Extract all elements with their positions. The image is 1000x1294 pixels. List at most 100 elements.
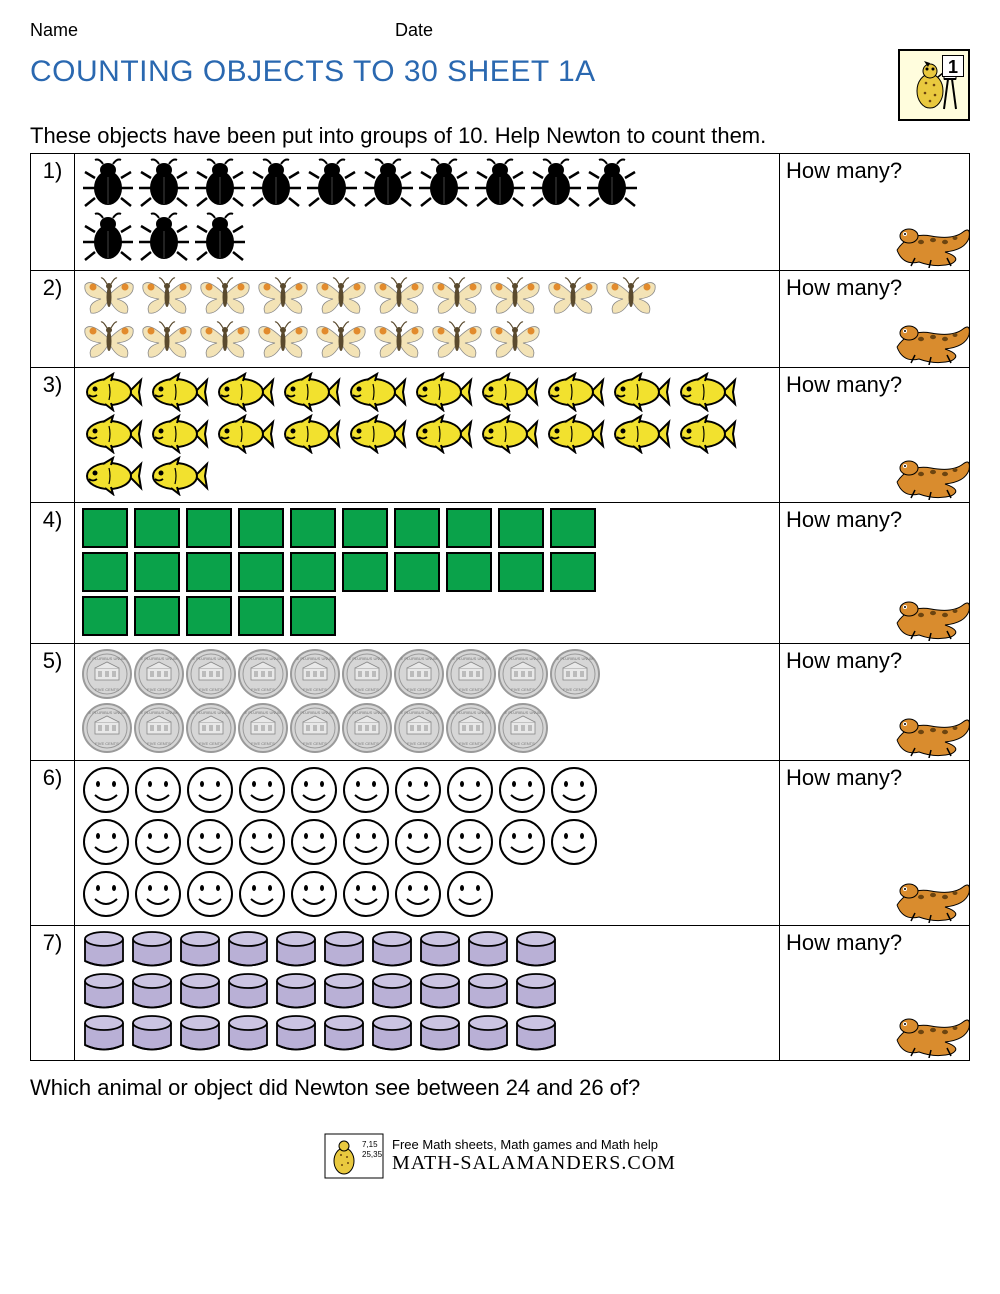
cylinder-icon — [513, 972, 559, 1012]
fish-icon — [609, 414, 671, 454]
objects-cell — [75, 368, 780, 503]
square-icon — [133, 507, 181, 549]
how-many-label: How many? — [786, 648, 963, 674]
beetle-icon — [193, 158, 247, 210]
cylinder-icon — [417, 930, 463, 970]
coin-icon: E PLURIBUS UNUM FIVE CENTS — [341, 648, 393, 700]
cylinder-icon — [273, 972, 319, 1012]
coin-icon: E PLURIBUS UNUM FIVE CENTS — [81, 702, 133, 754]
smiley-icon — [393, 869, 443, 919]
answer-cell[interactable]: How many? — [780, 154, 970, 271]
question-number: 6) — [31, 761, 75, 926]
answer-cell[interactable]: How many? — [780, 503, 970, 644]
question-row: 5) E PLURIBUS UNUM FIVE CENTS E PLURIBUS… — [31, 644, 970, 761]
cylinder-icon — [225, 972, 271, 1012]
fish-icon — [543, 414, 605, 454]
fish-icon — [543, 372, 605, 412]
cylinder-icon — [513, 1014, 559, 1054]
square-icon — [133, 551, 181, 593]
beetle-icon — [417, 158, 471, 210]
answer-cell[interactable]: How many? — [780, 644, 970, 761]
mascot-icon — [891, 710, 973, 758]
coin-icon: E PLURIBUS UNUM FIVE CENTS — [185, 702, 237, 754]
beetle-icon — [193, 212, 247, 264]
question-number: 1) — [31, 154, 75, 271]
coin-icon: E PLURIBUS UNUM FIVE CENTS — [133, 648, 185, 700]
question-number: 4) — [31, 503, 75, 644]
square-icon — [341, 551, 389, 593]
smiley-icon — [497, 817, 547, 867]
fish-icon — [411, 414, 473, 454]
date-label: Date — [395, 20, 970, 41]
objects-cell: E PLURIBUS UNUM FIVE CENTS E PLURIBUS UN… — [75, 644, 780, 761]
svg-text:FIVE CENTS: FIVE CENTS — [303, 687, 327, 692]
svg-text:E PLURIBUS UNUM: E PLURIBUS UNUM — [297, 710, 334, 715]
coin-icon: E PLURIBUS UNUM FIVE CENTS — [341, 702, 393, 754]
smiley-icon — [81, 817, 131, 867]
cylinder-icon — [369, 1014, 415, 1054]
fish-icon — [279, 372, 341, 412]
cylinder-icon — [417, 972, 463, 1012]
fish-icon — [147, 372, 209, 412]
mascot-icon — [891, 593, 973, 641]
question-row: 7) — [31, 926, 970, 1061]
fish-icon — [609, 372, 671, 412]
smiley-icon — [497, 765, 547, 815]
svg-text:E PLURIBUS UNUM: E PLURIBUS UNUM — [245, 656, 282, 661]
butterfly-icon — [429, 319, 485, 361]
question-row: 1) — [31, 154, 970, 271]
mascot-icon — [891, 220, 973, 268]
svg-text:FIVE CENTS: FIVE CENTS — [511, 687, 535, 692]
answer-cell[interactable]: How many? — [780, 926, 970, 1061]
smiley-icon — [341, 869, 391, 919]
beetle-icon — [249, 158, 303, 210]
smiley-icon — [289, 817, 339, 867]
question-number: 3) — [31, 368, 75, 503]
how-many-label: How many? — [786, 930, 963, 956]
questions-table: 1) — [30, 153, 970, 1061]
beetle-icon — [361, 158, 415, 210]
butterfly-icon — [313, 319, 369, 361]
coin-icon: E PLURIBUS UNUM FIVE CENTS — [393, 702, 445, 754]
square-icon — [289, 507, 337, 549]
svg-text:FIVE CENTS: FIVE CENTS — [355, 687, 379, 692]
how-many-label: How many? — [786, 765, 963, 791]
square-icon — [393, 551, 441, 593]
cylinder-icon — [321, 1014, 367, 1054]
svg-text:FIVE CENTS: FIVE CENTS — [251, 741, 275, 746]
fish-icon — [147, 414, 209, 454]
svg-text:FIVE CENTS: FIVE CENTS — [407, 687, 431, 692]
answer-cell[interactable]: How many? — [780, 368, 970, 503]
smiley-icon — [289, 765, 339, 815]
svg-text:E PLURIBUS UNUM: E PLURIBUS UNUM — [193, 710, 230, 715]
svg-text:E PLURIBUS UNUM: E PLURIBUS UNUM — [453, 656, 490, 661]
cylinder-icon — [465, 1014, 511, 1054]
square-icon — [81, 507, 129, 549]
square-icon — [237, 551, 285, 593]
square-icon — [185, 551, 233, 593]
smiley-icon — [289, 869, 339, 919]
beetle-icon — [529, 158, 583, 210]
square-icon — [237, 507, 285, 549]
cylinder-icon — [129, 930, 175, 970]
beetle-icon — [473, 158, 527, 210]
smiley-icon — [445, 817, 495, 867]
smiley-icon — [341, 817, 391, 867]
square-icon — [185, 595, 233, 637]
mascot-icon — [891, 1010, 973, 1058]
svg-text:FIVE CENTS: FIVE CENTS — [563, 687, 587, 692]
square-icon — [289, 595, 337, 637]
square-icon — [445, 507, 493, 549]
answer-cell[interactable]: How many? — [780, 761, 970, 926]
svg-text:E PLURIBUS UNUM: E PLURIBUS UNUM — [401, 656, 438, 661]
smiley-icon — [445, 765, 495, 815]
coin-icon: E PLURIBUS UNUM FIVE CENTS — [497, 702, 549, 754]
fish-icon — [147, 456, 209, 496]
fish-icon — [345, 414, 407, 454]
instructions-text: These objects have been put into groups … — [30, 123, 970, 149]
grade-number: 1 — [942, 55, 964, 77]
butterfly-icon — [313, 275, 369, 317]
butterfly-icon — [255, 275, 311, 317]
svg-text:FIVE CENTS: FIVE CENTS — [355, 741, 379, 746]
answer-cell[interactable]: How many? — [780, 271, 970, 368]
